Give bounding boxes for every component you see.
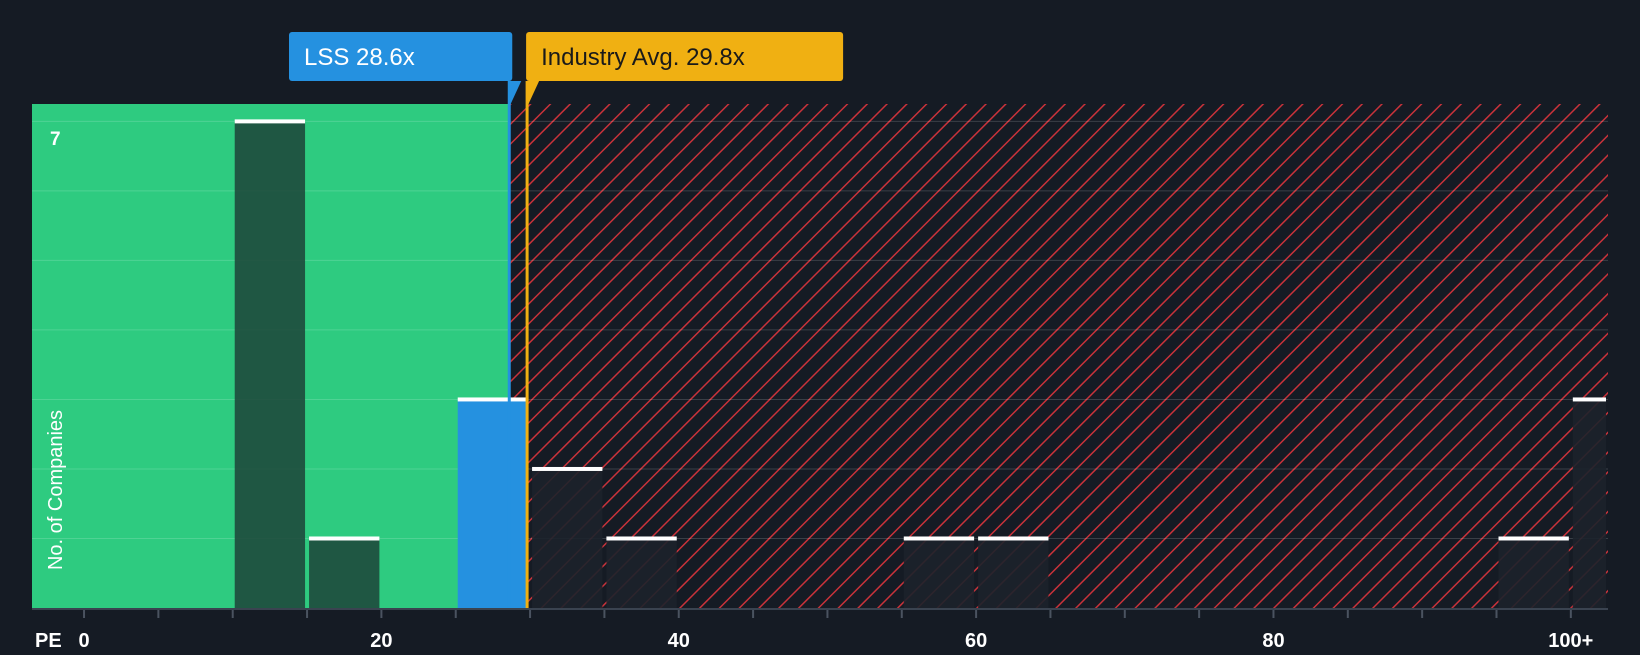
histogram-bar-cap — [309, 536, 379, 540]
histogram-bar — [309, 538, 379, 608]
industry-avg-label: Industry Avg. 29.8x — [541, 44, 745, 71]
histogram-bar — [978, 538, 1048, 608]
histogram-bar — [1573, 399, 1606, 608]
company-marker-pointer — [509, 81, 521, 107]
histogram-bar-cap — [904, 536, 974, 540]
x-tick-label: 60 — [965, 630, 987, 650]
chart-svg: 0 20 40 60 80 100+ 7 No. of Companies PE LSS … — [0, 0, 1640, 650]
histogram-bar — [235, 121, 305, 608]
histogram-bar-cap — [235, 119, 305, 123]
histogram-bar-highlight — [458, 399, 528, 608]
histogram-bar-cap — [1498, 536, 1568, 540]
overvalued-zone — [509, 104, 1608, 608]
histogram-bar-cap — [458, 397, 528, 401]
histogram-bar — [532, 469, 602, 608]
histogram-bar — [606, 538, 676, 608]
x-tick-label: 0 — [78, 630, 89, 650]
x-axis-ticks: 0 20 40 60 80 100+ — [78, 610, 1593, 650]
y-axis-label: No. of Companies — [45, 410, 67, 570]
company-pe-label: LSS 28.6x — [304, 44, 415, 71]
histogram-bar — [904, 538, 974, 608]
x-tick-label: 20 — [370, 630, 392, 650]
x-tick-label: 100+ — [1548, 630, 1593, 650]
histogram-bar-cap — [978, 536, 1048, 540]
x-tick-label: 40 — [668, 630, 690, 650]
histogram-bar-cap — [1573, 397, 1606, 401]
x-axis-label: PE — [35, 630, 62, 650]
histogram-bar-cap — [532, 467, 602, 471]
pe-distribution-chart: 0 20 40 60 80 100+ 7 No. of Companies PE LSS … — [0, 0, 1640, 650]
industry-marker-pointer — [527, 81, 539, 107]
histogram-bar-cap — [606, 536, 676, 540]
histogram-bar — [1498, 538, 1568, 608]
y-tick-label: 7 — [50, 129, 61, 150]
x-tick-label: 80 — [1262, 630, 1284, 650]
